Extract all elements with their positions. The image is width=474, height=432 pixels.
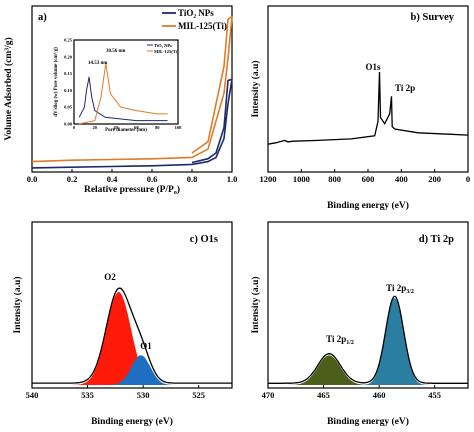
annotation-o2: O2 bbox=[104, 272, 116, 282]
annotation-ti2p: Ti 2p bbox=[395, 83, 415, 93]
panel-d-frame bbox=[267, 221, 469, 389]
panel-d-peak-fill bbox=[268, 355, 468, 385]
annotation-o1: O1 bbox=[140, 341, 152, 351]
panel-a-xlabel: Relative pressure (P/Po) bbox=[84, 184, 180, 196]
panel-c-frame bbox=[31, 221, 233, 389]
inset-xlabel: Pore diameter (nm) bbox=[105, 128, 147, 133]
panel-a-series-line bbox=[31, 79, 233, 169]
panel-c-series bbox=[32, 287, 232, 385]
legend-label-tio2: TiO₂ NPs bbox=[178, 8, 214, 18]
panel-a-ylabel: Volume Adsorbed (cm³/g) bbox=[3, 37, 14, 140]
panel-a-series-desorption bbox=[191, 78, 233, 164]
panel-c-peak-fill bbox=[32, 355, 232, 385]
panel-b-survey-line bbox=[267, 71, 469, 145]
panel-a-inset: 0 20 40 60 80 100 0.00 0.05 0.10 0.15 0.20 0.25 Por… bbox=[53, 38, 182, 134]
inset-y-tick-label: 0.15 bbox=[64, 71, 73, 76]
panel-b-x-tick-label: 800 bbox=[328, 174, 341, 184]
panel-d-x-tick-label: 465 bbox=[317, 390, 330, 400]
inset-x-tick-label: 0 bbox=[73, 125, 76, 130]
panel-c-peak-fill bbox=[32, 292, 232, 385]
panel-c-x-tick-label: 540 bbox=[26, 390, 39, 400]
panel-b-label: b) Survey bbox=[411, 12, 455, 23]
inset-series bbox=[78, 63, 168, 125]
panel-a-series-line bbox=[31, 16, 233, 163]
inset-legend-tio2: TiO₂ NPs bbox=[154, 43, 172, 48]
panel-a-x-tick-label: 0.0 bbox=[27, 174, 38, 184]
inset-y-tick-label: 0.20 bbox=[64, 54, 73, 59]
inset-series-line bbox=[78, 76, 168, 122]
panel-a-legend: TiO₂ NPs MIL-125(Ti) bbox=[162, 8, 227, 31]
panel-d-ylabel: Intensity (a.u) bbox=[250, 276, 261, 333]
panel-b-x-tick-label: 1200 bbox=[260, 174, 277, 184]
panel-c-x-tick-label: 535 bbox=[81, 390, 94, 400]
panel-d-envelope bbox=[268, 295, 468, 384]
panel-a-series bbox=[31, 15, 233, 169]
panel-b-xlabel: Binding energy (eV) bbox=[327, 200, 409, 211]
inset-y-tick-label: 0.05 bbox=[64, 105, 73, 110]
panel-a-x-tick-label: 0.2 bbox=[67, 174, 78, 184]
panel-d-xticks: 470 465 460 455 bbox=[262, 385, 441, 400]
inset-x-tick-label: 20 bbox=[93, 125, 98, 130]
panel-d-series bbox=[268, 295, 468, 385]
panel-b-x-tick-label: 400 bbox=[395, 174, 408, 184]
panel-a-x-tick-label: 0.8 bbox=[187, 174, 198, 184]
panel-b-x-tick-label: 1000 bbox=[293, 174, 310, 184]
panel-c-x-tick-label: 530 bbox=[137, 390, 150, 400]
panel-b-xticks: 1200 1000 800 600 400 200 0 bbox=[260, 169, 470, 184]
inset-x-tick-label: 100 bbox=[175, 125, 183, 130]
inset-series-line bbox=[79, 63, 168, 125]
panel-c-label: c) O1s bbox=[190, 234, 218, 245]
panel-b-x-tick-label: 200 bbox=[428, 174, 441, 184]
panel-a-x-tick-label: 0.4 bbox=[107, 174, 118, 184]
inset-ylabel: dV/dlog (w) Pore volume (cm³/g) bbox=[53, 47, 59, 117]
inset-ticks: 0 20 40 60 80 100 0.00 0.05 0.10 0.15 0.20 0.25 bbox=[64, 38, 182, 131]
panel-a-x-tick-label: 0.6 bbox=[147, 174, 158, 184]
panel-a-frame bbox=[31, 5, 233, 173]
panel-b: b) Survey 1200 1000 800 600 400 200 0 Binding … bbox=[250, 5, 470, 211]
panel-c-ylabel: Intensity (a.u) bbox=[12, 276, 23, 333]
inset-annotation-30: 30.56 nm bbox=[106, 49, 126, 54]
panel-a-xticks: 0.0 0.2 0.4 0.6 0.8 1.0 bbox=[27, 169, 238, 184]
panel-a-label: a) bbox=[38, 12, 47, 23]
panel-b-frame bbox=[267, 5, 469, 173]
panel-d-label: d) Ti 2p bbox=[419, 234, 454, 245]
panel-c-xticks: 540 535 530 525 bbox=[26, 385, 205, 400]
inset-y-tick-label: 0.10 bbox=[64, 88, 73, 93]
panel-d-x-tick-label: 460 bbox=[373, 390, 386, 400]
panel-b-x-tick-label: 600 bbox=[362, 174, 375, 184]
inset-y-tick-label: 0.25 bbox=[64, 38, 73, 43]
panel-a: a) 0.0 0.2 0.4 0.6 0.8 1.0 Relative pressure … bbox=[3, 5, 238, 196]
annotation-ti2p12: Ti 2p1/2 bbox=[326, 334, 354, 346]
legend-label-mil: MIL-125(Ti) bbox=[178, 21, 227, 31]
panel-d-xlabel: Binding energy (eV) bbox=[327, 416, 409, 427]
panel-b-ylabel: Intensity (a.u) bbox=[250, 60, 261, 117]
panel-b-series bbox=[267, 71, 469, 145]
inset-y-tick-label: 0.00 bbox=[64, 122, 73, 127]
inset-legend: TiO₂ NPs MIL-125(Ti) bbox=[147, 43, 179, 54]
inset-frame bbox=[73, 39, 179, 125]
panel-d: d) Ti 2p 470 465 460 455 Binding energy (eV… bbox=[250, 221, 469, 427]
panel-d-peak-fill bbox=[268, 298, 468, 385]
panel-a-x-tick-label: 1.0 bbox=[227, 174, 238, 184]
panel-c-x-tick-label: 525 bbox=[192, 390, 205, 400]
panel-d-x-tick-label: 455 bbox=[428, 390, 441, 400]
inset-annotation-14: 14.53 nm bbox=[88, 61, 108, 66]
panel-d-x-tick-label: 470 bbox=[262, 390, 275, 400]
inset-x-tick-label: 80 bbox=[155, 125, 160, 130]
panel-c-envelope bbox=[32, 287, 232, 384]
inset-x-tick-label: 40 bbox=[113, 125, 118, 130]
annotation-ti2p32: Ti 2p3/2 bbox=[386, 283, 414, 295]
panel-c: c) O1s 540 535 530 525 Binding energy (eV) … bbox=[12, 221, 233, 427]
panel-c-xlabel: Binding energy (eV) bbox=[91, 416, 173, 427]
inset-x-tick-label: 60 bbox=[134, 125, 139, 130]
annotation-o1s: O1s bbox=[365, 62, 381, 72]
panel-a-series-desorption bbox=[191, 15, 233, 154]
inset-legend-mil: MIL-125(Ti) bbox=[154, 49, 179, 54]
panel-b-x-tick-label: 0 bbox=[466, 174, 470, 184]
